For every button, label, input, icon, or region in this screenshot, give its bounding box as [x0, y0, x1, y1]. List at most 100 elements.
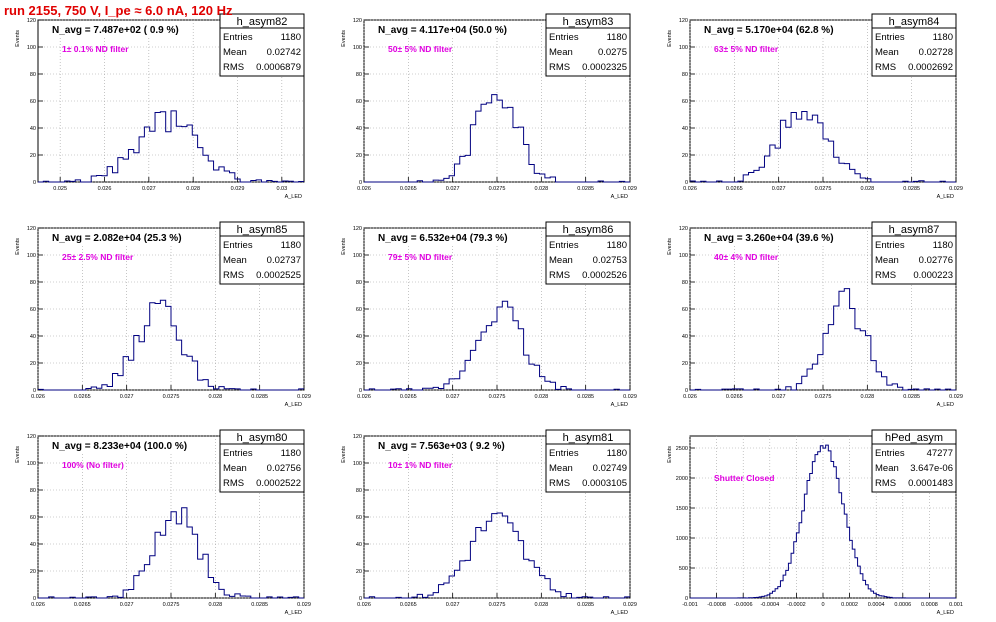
x-tick-label: 0.0275 [163, 394, 180, 400]
stats-key: RMS [875, 478, 896, 489]
x-axis-title: A_LED [285, 610, 302, 616]
stats-value: 0.0002692 [908, 62, 953, 73]
y-tick-label: 80 [30, 72, 36, 78]
y-tick-label: 2500 [676, 446, 688, 452]
x-tick-label: 0.0265 [74, 602, 91, 608]
y-tick-label: 60 [356, 515, 362, 521]
x-tick-label: 0.0265 [726, 186, 743, 192]
navg-box [365, 230, 519, 244]
x-tick-label: -0.0006 [734, 602, 753, 608]
x-tick-label: 0.0265 [400, 602, 417, 608]
y-tick-label: 0 [33, 388, 36, 394]
stats-value: 1180 [607, 448, 627, 459]
stats-key: Entries [875, 32, 905, 43]
x-axis-title: A_LED [285, 402, 302, 408]
x-tick-label: 0.026 [31, 602, 45, 608]
y-axis-title: Events [667, 446, 673, 463]
y-tick-label: 20 [682, 361, 688, 367]
histogram-line [364, 94, 630, 183]
x-tick-label: 0.029 [297, 394, 311, 400]
filter-label: 63± 5% ND filter [714, 44, 779, 54]
y-tick-label: 120 [353, 434, 362, 440]
x-tick-label: 0.0002 [841, 602, 858, 608]
stats-box [545, 221, 631, 285]
histogram-panel-h_asym80: 0.026 0.0265 0.027 0.0275 0.028 0.0285 0.029 0 2… [15, 429, 311, 616]
histogram-line [364, 512, 630, 599]
x-tick-label: 0.029 [949, 394, 963, 400]
y-tick-label: 120 [353, 18, 362, 24]
stats-key: RMS [875, 62, 896, 73]
y-axis-title: Events [667, 238, 673, 255]
stats-value: 0.0002525 [256, 270, 301, 281]
y-tick-label: 100 [353, 461, 362, 467]
x-tick-label: 0.0285 [577, 394, 594, 400]
x-tick-label: 0.001 [949, 602, 963, 608]
stats-value: 1180 [933, 32, 953, 43]
x-tick-label: -0.0002 [787, 602, 806, 608]
x-tick-label: 0.0006 [894, 602, 911, 608]
stats-value: 0.0275 [598, 47, 627, 58]
x-tick-label: 0.0275 [489, 394, 506, 400]
y-tick-label: 40 [30, 334, 36, 340]
y-tick-label: 0 [33, 180, 36, 186]
y-tick-label: 100 [353, 45, 362, 51]
y-tick-label: 20 [356, 569, 362, 575]
navg-box [39, 230, 193, 244]
y-tick-label: 40 [356, 126, 362, 132]
y-tick-label: 20 [30, 569, 36, 575]
histogram-panel-h_asym85: 0.026 0.0265 0.027 0.0275 0.028 0.0285 0.029 0 2… [15, 221, 311, 408]
histogram-panel-h_asym82: 0.025 0.026 0.027 0.028 0.029 0.03 0 20 40 60 80 10… [15, 13, 305, 200]
stats-box [219, 13, 305, 77]
stats-key: Entries [549, 32, 579, 43]
y-tick-label: 80 [356, 488, 362, 494]
y-tick-label: 0 [359, 180, 362, 186]
navg-box [39, 438, 199, 452]
x-axis-title: A_LED [937, 402, 954, 408]
x-tick-label: 0.028 [534, 602, 548, 608]
y-tick-label: 80 [356, 72, 362, 78]
x-tick-label: 0.026 [357, 186, 371, 192]
y-axis-title: Events [15, 30, 21, 47]
x-tick-label: 0.0004 [868, 602, 885, 608]
histogram-line [690, 288, 956, 391]
x-tick-label: 0.029 [949, 186, 963, 192]
histogram-line [38, 507, 304, 599]
stats-value: 0.02728 [919, 47, 953, 58]
stats-title: hPed_asym [885, 432, 943, 444]
x-tick-label: 0.027 [446, 602, 460, 608]
y-tick-label: 0 [685, 388, 688, 394]
y-tick-label: 20 [682, 153, 688, 159]
stats-key: RMS [875, 270, 896, 281]
stats-key: Mean [549, 463, 573, 474]
y-tick-label: 100 [679, 45, 688, 51]
y-axis-title: Events [341, 238, 347, 255]
stats-box [545, 13, 631, 77]
histogram-panel-h_asym83: 0.026 0.0265 0.027 0.0275 0.028 0.0285 0.029 0 2… [341, 13, 637, 200]
y-tick-label: 80 [682, 280, 688, 286]
histogram-line [690, 444, 956, 599]
x-tick-label: 0.028 [860, 186, 874, 192]
y-axis-title: Events [667, 30, 673, 47]
stats-value: 0.0003105 [582, 478, 627, 489]
y-tick-label: 0 [359, 596, 362, 602]
filter-label: 100% (No filter) [62, 460, 124, 470]
navg-box [39, 22, 193, 36]
stats-value: 1180 [607, 32, 627, 43]
stats-key: Mean [549, 47, 573, 58]
stats-title: h_asym85 [237, 224, 288, 236]
y-tick-label: 100 [27, 45, 36, 51]
stats-value: 0.02742 [267, 47, 301, 58]
stats-key: Entries [223, 240, 253, 251]
y-tick-label: 60 [682, 99, 688, 105]
x-tick-label: 0.0275 [815, 186, 832, 192]
x-tick-label: 0.028 [208, 602, 222, 608]
stats-value: 1180 [933, 240, 953, 251]
x-tick-label: 0.026 [357, 394, 371, 400]
y-tick-label: 100 [353, 253, 362, 259]
x-axis-title: A_LED [937, 610, 954, 616]
stats-value: 0.0002522 [256, 478, 301, 489]
y-tick-label: 1500 [676, 506, 688, 512]
x-tick-label: 0.028 [208, 394, 222, 400]
y-tick-label: 40 [356, 334, 362, 340]
y-tick-label: 120 [679, 226, 688, 232]
